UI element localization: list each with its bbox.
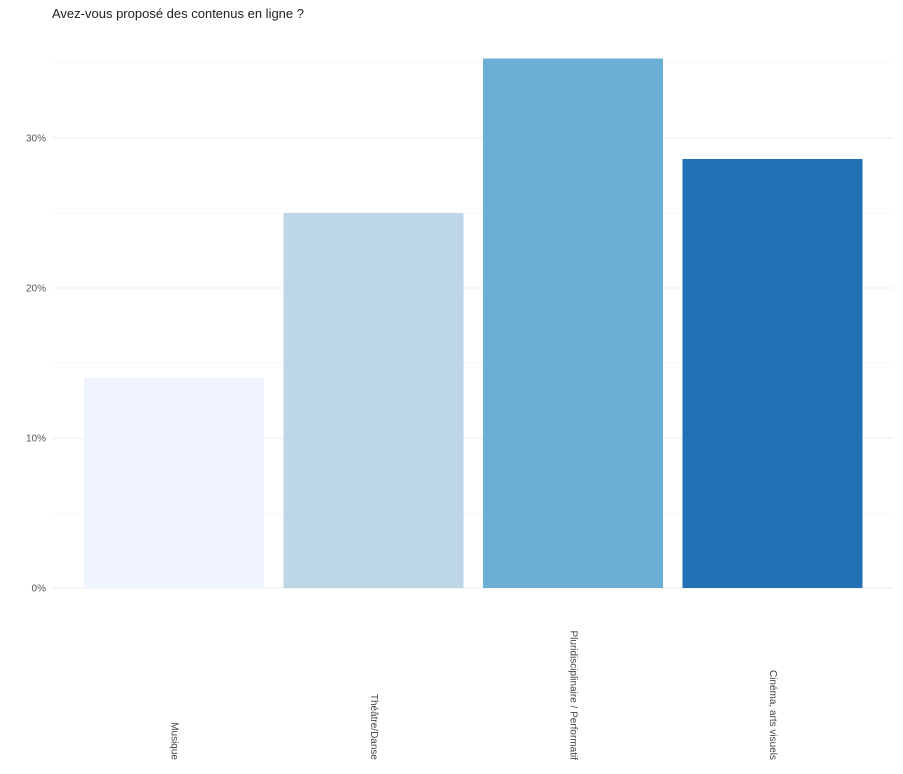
x-category-label: Théâtre/Danse <box>368 694 379 761</box>
x-category-label: Pluridisciplinaire / Performatif <box>567 631 578 761</box>
x-axis-category-labels: Musique Théâtre/Danse Pluridisciplinaire /… <box>168 631 778 761</box>
bars <box>84 58 863 588</box>
chart-title: Avez-vous proposé des contenus en ligne … <box>52 6 304 21</box>
bar-4 <box>682 159 863 588</box>
y-tick-label: 10% <box>26 434 46 445</box>
y-tick-label: 20% <box>26 284 46 295</box>
bar-3 <box>483 58 663 588</box>
bar-2 <box>283 213 464 588</box>
bar-1 <box>84 378 264 588</box>
x-category-label: Cinéma, arts visuels <box>767 670 778 760</box>
x-category-label: Musique <box>168 722 179 760</box>
y-tick-label: 0% <box>32 584 47 595</box>
y-axis-tick-labels: 0% 10% 20% 30% <box>26 134 46 595</box>
y-tick-label: 30% <box>26 134 46 145</box>
